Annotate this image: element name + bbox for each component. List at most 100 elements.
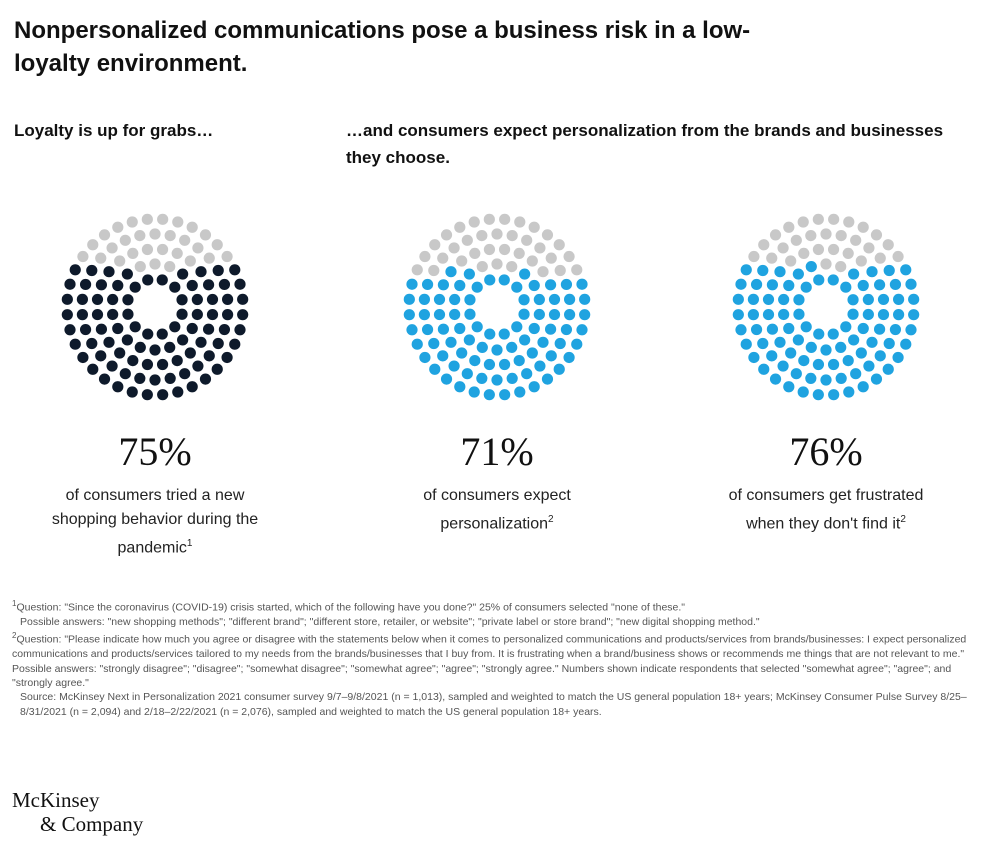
empty-dot [874, 252, 886, 264]
filled-dot [134, 341, 146, 354]
filled-dot [820, 374, 832, 386]
filled-dot [498, 274, 510, 286]
filled-dot [774, 336, 786, 348]
filled-dot [576, 324, 588, 336]
empty-dot [184, 255, 196, 267]
filled-dot [783, 381, 795, 393]
filled-dot [184, 347, 196, 359]
empty-dot [192, 242, 204, 254]
filled-dot [537, 336, 549, 348]
filled-dot [98, 373, 111, 385]
empty-dot [98, 229, 111, 241]
filled-dot [848, 334, 860, 346]
filled-dot [471, 321, 483, 333]
filled-dot [107, 293, 119, 306]
filled-dot [421, 323, 434, 336]
empty-dot [855, 255, 867, 267]
footnote-2: 2Question: "Please indicate how much you… [12, 631, 967, 690]
empty-dot [461, 234, 473, 246]
empty-dot [820, 258, 832, 270]
filled-dot [206, 293, 219, 306]
filled-dot [863, 360, 875, 372]
filled-dot [778, 293, 790, 306]
filled-dot [798, 354, 810, 367]
empty-dot [179, 234, 191, 246]
filled-dot [464, 308, 476, 320]
logo-line-1: McKinsey [12, 788, 100, 812]
filled-dot [541, 373, 554, 385]
dot-chart-1 [61, 213, 249, 401]
empty-dot [172, 216, 184, 228]
dot-chart-3 [732, 213, 920, 401]
filled-dot [545, 350, 557, 362]
footnotes: 1Question: "Since the coronavirus (COVID… [12, 597, 992, 719]
filled-dot [107, 308, 119, 321]
filled-dot [889, 278, 902, 291]
filled-dot [186, 381, 198, 393]
filled-dot [433, 308, 446, 321]
empty-dot [545, 252, 557, 264]
filled-dot [222, 309, 234, 321]
filled-dot [491, 344, 503, 356]
filled-dot [177, 268, 189, 280]
filled-dot [526, 347, 538, 359]
filled-dot [179, 368, 191, 380]
filled-dot [889, 323, 902, 336]
filled-dot [548, 308, 561, 321]
empty-dot [537, 266, 549, 278]
filled-dot [437, 279, 450, 291]
empty-dot [437, 252, 449, 264]
filled-dot [892, 351, 904, 364]
filled-dot [800, 321, 812, 333]
filled-dot [812, 389, 824, 401]
dot-chart-2 [403, 213, 591, 401]
filled-dot [191, 293, 203, 306]
filled-dot [229, 338, 241, 350]
filled-dot [406, 278, 418, 290]
filled-dot [199, 373, 212, 385]
filled-dot [893, 293, 905, 305]
filled-dot [112, 381, 124, 393]
empty-dot [476, 230, 488, 242]
filled-dot [169, 321, 181, 333]
filled-dot [762, 308, 775, 321]
filled-dot [129, 321, 141, 333]
empty-dot [528, 221, 540, 233]
filled-dot [882, 363, 894, 375]
filled-dot [448, 360, 460, 372]
filled-dot [518, 308, 530, 320]
filled-dot [433, 293, 446, 306]
filled-dot [769, 373, 782, 385]
filled-dot [790, 368, 802, 380]
empty-dot [141, 243, 154, 256]
filled-dot [468, 386, 480, 398]
filled-dot [437, 350, 449, 362]
filled-dot [747, 293, 759, 305]
empty-dot [106, 242, 118, 254]
empty-dot [483, 243, 496, 256]
filled-dot [843, 386, 855, 398]
filled-dot [483, 389, 495, 401]
filled-dot [86, 264, 98, 277]
source-note: Source: McKinsey Next in Personalization… [20, 691, 967, 718]
filled-dot [229, 264, 241, 276]
filled-dot [857, 279, 869, 292]
filled-dot [900, 264, 912, 276]
filled-dot [519, 268, 531, 280]
filled-dot [498, 328, 510, 340]
filled-dot [69, 264, 81, 276]
filled-dot [553, 363, 565, 375]
filled-dot [440, 373, 453, 385]
filled-dot [778, 308, 790, 321]
filled-dot [848, 268, 860, 280]
filled-dot [122, 294, 134, 306]
empty-dot [790, 234, 802, 246]
filled-dot [862, 293, 874, 306]
filled-dot [857, 322, 869, 335]
stat-percent: 71% [460, 429, 534, 474]
filled-dot [518, 294, 530, 306]
stat-description: of consumers get frustrated when they do… [728, 487, 924, 533]
filled-dot [792, 334, 804, 346]
empty-dot [498, 243, 511, 256]
filled-dot [554, 337, 566, 350]
